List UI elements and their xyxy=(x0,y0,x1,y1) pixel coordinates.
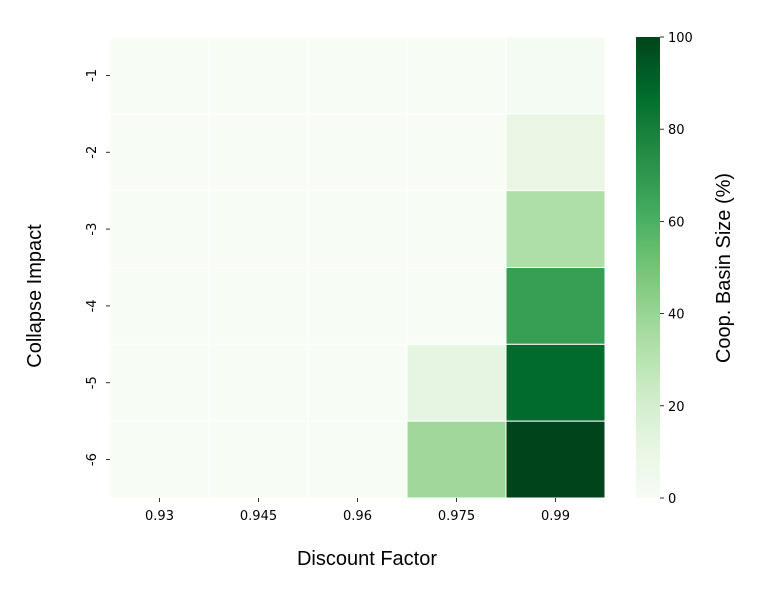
heatmap-cell xyxy=(406,343,507,422)
heatmap-cell xyxy=(505,190,606,269)
y-axis-title: Collapse Impact xyxy=(24,224,46,368)
heatmap-cell xyxy=(505,113,606,192)
heatmap-cell xyxy=(109,113,210,192)
x-tick-label: 0.945 xyxy=(240,509,277,524)
heatmap-cell xyxy=(307,36,408,115)
heatmap-cell xyxy=(208,190,309,269)
y-tick-label: -3 xyxy=(85,223,100,236)
x-tick-label: 0.93 xyxy=(145,509,174,524)
heatmap-cell xyxy=(307,343,408,422)
x-tick-label: 0.96 xyxy=(343,509,372,524)
heatmap-cell xyxy=(307,420,408,499)
y-tick-label: -5 xyxy=(85,376,100,389)
colorbar-title: Coop. Basin Size (%) xyxy=(713,173,735,363)
colorbar-ticks: 0 20 40 60 80 100 xyxy=(660,31,693,507)
x-axis-title: Discount Factor xyxy=(297,548,437,570)
colorbar-tick-label: 60 xyxy=(668,215,685,230)
y-tick-label: -1 xyxy=(85,69,100,82)
heatmap-cell xyxy=(208,36,309,115)
heatmap-cell xyxy=(109,420,210,499)
heatmap-cell xyxy=(505,36,606,115)
heatmap-cell xyxy=(307,190,408,269)
heatmap-cell xyxy=(208,343,309,422)
heatmap-cell xyxy=(406,267,507,345)
heatmap-cell xyxy=(208,113,309,192)
heatmap-cell xyxy=(109,190,210,269)
colorbar-tick-label: 20 xyxy=(668,400,685,415)
heatmap-cell xyxy=(307,113,408,192)
heatmap-cell xyxy=(406,113,507,192)
heatmap-cell xyxy=(208,267,309,345)
heatmap-cell xyxy=(505,420,606,499)
heatmap-cell xyxy=(406,36,507,115)
heatmap-cell xyxy=(109,36,210,115)
heatmap-cell xyxy=(208,420,309,499)
heatmap-cell xyxy=(406,190,507,269)
y-tick-label: -4 xyxy=(85,299,100,312)
heatmap-cell xyxy=(505,343,606,422)
y-tick-labels: -1 -2 -3 -4 -5 -6 xyxy=(85,69,110,466)
colorbar-tick-label: 100 xyxy=(668,31,693,46)
heatmap-cell xyxy=(505,267,606,345)
heatmap-cell xyxy=(109,343,210,422)
x-tick-labels: 0.93 0.945 0.96 0.975 0.99 xyxy=(145,498,570,524)
heatmap-cell xyxy=(307,267,408,345)
colorbar-tick-label: 80 xyxy=(668,123,685,138)
x-tick-label: 0.99 xyxy=(541,509,570,524)
colorbar-tick-label: 40 xyxy=(668,308,685,323)
heatmap-cell xyxy=(109,267,210,345)
heatmap-cell xyxy=(406,420,507,499)
x-tick-label: 0.975 xyxy=(438,509,475,524)
colorbar-tick-label: 0 xyxy=(668,492,676,507)
y-tick-label: -6 xyxy=(85,453,100,466)
colorbar xyxy=(636,37,660,498)
heatmap-cells xyxy=(109,36,606,499)
y-tick-label: -2 xyxy=(85,146,100,159)
